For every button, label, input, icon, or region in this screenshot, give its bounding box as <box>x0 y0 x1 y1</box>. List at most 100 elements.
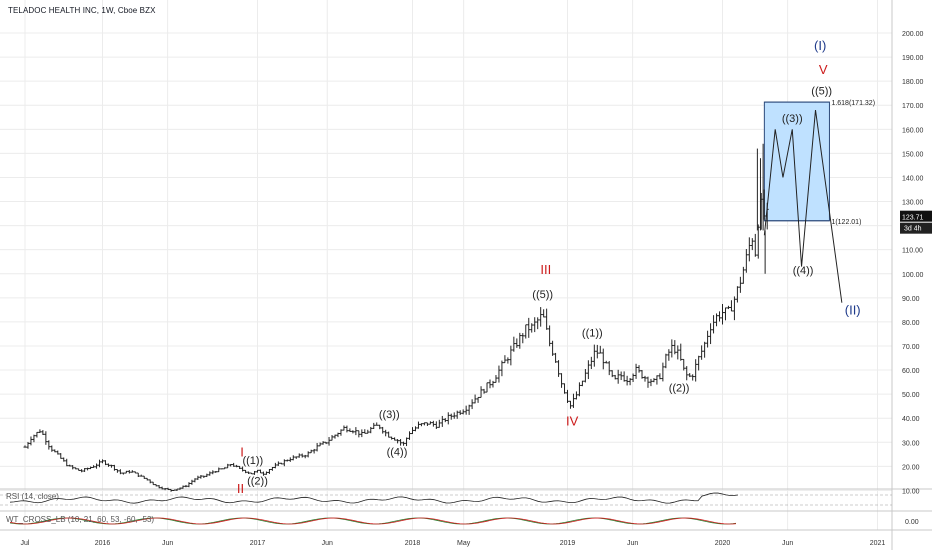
ohlc-bar <box>339 429 343 436</box>
ohlc-bar <box>38 429 42 433</box>
ohlc-bar <box>571 393 575 408</box>
ohlc-bar <box>673 340 677 355</box>
ohlc-bar <box>148 479 152 484</box>
ohlc-bar <box>169 488 173 492</box>
ohlc-bar <box>646 376 650 388</box>
price-tick-label: 80.00 <box>902 320 920 327</box>
ohlc-bar <box>80 469 84 473</box>
ohlc-bar <box>273 462 277 469</box>
ohlc-bar <box>440 415 444 427</box>
ohlc-bar <box>527 317 531 338</box>
price-tick-label: 130.00 <box>902 200 924 207</box>
ohlc-bar <box>205 473 209 478</box>
ohlc-bar <box>357 430 361 438</box>
ohlc-bar <box>309 449 313 454</box>
rsi-label: RSI (14, close) <box>6 492 59 501</box>
ohlc-bar <box>715 313 719 327</box>
ohlc-bar <box>172 489 176 492</box>
ohlc-bar <box>437 419 441 428</box>
ohlc-bar <box>694 359 698 382</box>
ohlc-bar <box>303 454 307 459</box>
ohlc-bar <box>208 471 212 476</box>
ohlc-bar <box>625 375 629 386</box>
ohlc-bar <box>264 471 268 475</box>
ohlc-bar <box>160 486 164 490</box>
ohlc-bar <box>411 427 414 435</box>
last-price-label: 123.71 <box>902 215 924 222</box>
wave-label-II: II <box>237 481 244 496</box>
ohlc-bar <box>238 465 242 470</box>
last-price-tag <box>900 210 932 222</box>
ohlc-bar <box>56 450 60 455</box>
ohlc-bar <box>360 429 364 438</box>
wave-labels-layer: IIIIIIIVV((1))((2))((3))((4))((5))((1))(… <box>237 38 861 496</box>
time-tick-label: 2017 <box>250 540 266 547</box>
ohlc-bar <box>214 471 218 473</box>
ohlc-bar <box>261 471 265 476</box>
ohlc-bar <box>637 365 641 373</box>
ohlc-bar <box>300 453 304 458</box>
wave-label-4-b: ((4)) <box>793 265 814 277</box>
wave-label-I: I <box>240 445 244 460</box>
ohlc-bar <box>291 455 295 461</box>
ohlc-bar <box>387 431 391 438</box>
ohlc-bar <box>735 286 739 303</box>
time-tick-label: 2019 <box>560 540 576 547</box>
ohlc-bar <box>267 468 271 474</box>
ohlc-bar <box>619 371 623 381</box>
ohlc-bar <box>512 336 516 352</box>
ohlc-bar <box>378 424 382 430</box>
ohlc-bar <box>202 475 206 479</box>
ohlc-bar <box>464 405 468 415</box>
fib-label-1618: 1.618(171.32) <box>831 100 875 107</box>
ohlc-bar <box>536 317 540 330</box>
ohlc-bar <box>163 488 167 491</box>
ohlc-bar <box>750 238 754 251</box>
ohlc-bar <box>685 366 689 381</box>
price-tick-label: 150.00 <box>902 151 924 158</box>
ohlc-bar <box>726 305 730 310</box>
ohlc-bar <box>422 422 426 426</box>
ohlc-bar <box>372 422 376 429</box>
ohlc-bar <box>545 308 549 330</box>
ohlc-bar <box>601 348 605 370</box>
ohlc-bar <box>166 487 170 490</box>
ohlc-bar <box>455 410 459 419</box>
ohlc-bar <box>452 412 456 419</box>
rsi-panel <box>0 492 892 506</box>
ohlc-bar <box>515 338 519 348</box>
wt-cross-panel: 0.00 <box>9 517 919 526</box>
ohlc-bar <box>443 418 447 423</box>
ohlc-bar <box>732 296 736 321</box>
ohlc-bar <box>542 309 546 318</box>
time-tick-label: 2021 <box>870 540 886 547</box>
ohlc-bar <box>384 429 388 437</box>
ohlc-bar <box>497 365 501 383</box>
ohlc-bar <box>375 422 379 426</box>
time-tick-label: 2016 <box>95 540 111 547</box>
ohlc-bar <box>405 437 409 447</box>
ohlc-bar <box>470 399 474 410</box>
ohlc-bar <box>279 462 283 465</box>
price-tick-label: 70.00 <box>902 344 920 351</box>
ohlc-bar <box>500 360 504 377</box>
ohlc-bar <box>670 339 674 358</box>
wt-cross-label: WT_CROSS_LB (10, 21, 60, 53, -60, -53) <box>6 515 155 524</box>
ohlc-bar <box>181 485 185 489</box>
ohlc-bar <box>151 481 155 486</box>
time-tick-label: Jul <box>21 540 30 547</box>
ohlc-bar <box>577 382 581 397</box>
ohlc-bar <box>530 323 534 333</box>
wave-projection-layer <box>763 109 843 303</box>
ohlc-bar <box>29 436 33 446</box>
wt-axis-value: 0.00 <box>905 519 919 526</box>
rsi-line <box>9 492 739 504</box>
time-axis[interactable]: Jul 2016 Jun 2017 Jun 2018 May 2019 Jun 2020 Jun 20… <box>21 540 886 547</box>
ohlc-bar <box>211 470 215 475</box>
price-axis[interactable]: 200.00 190.00 180.00 170.00 160.00 150.00 140.… <box>900 31 932 495</box>
ohlc-bar <box>458 410 462 416</box>
ohlc-bar <box>419 423 423 427</box>
